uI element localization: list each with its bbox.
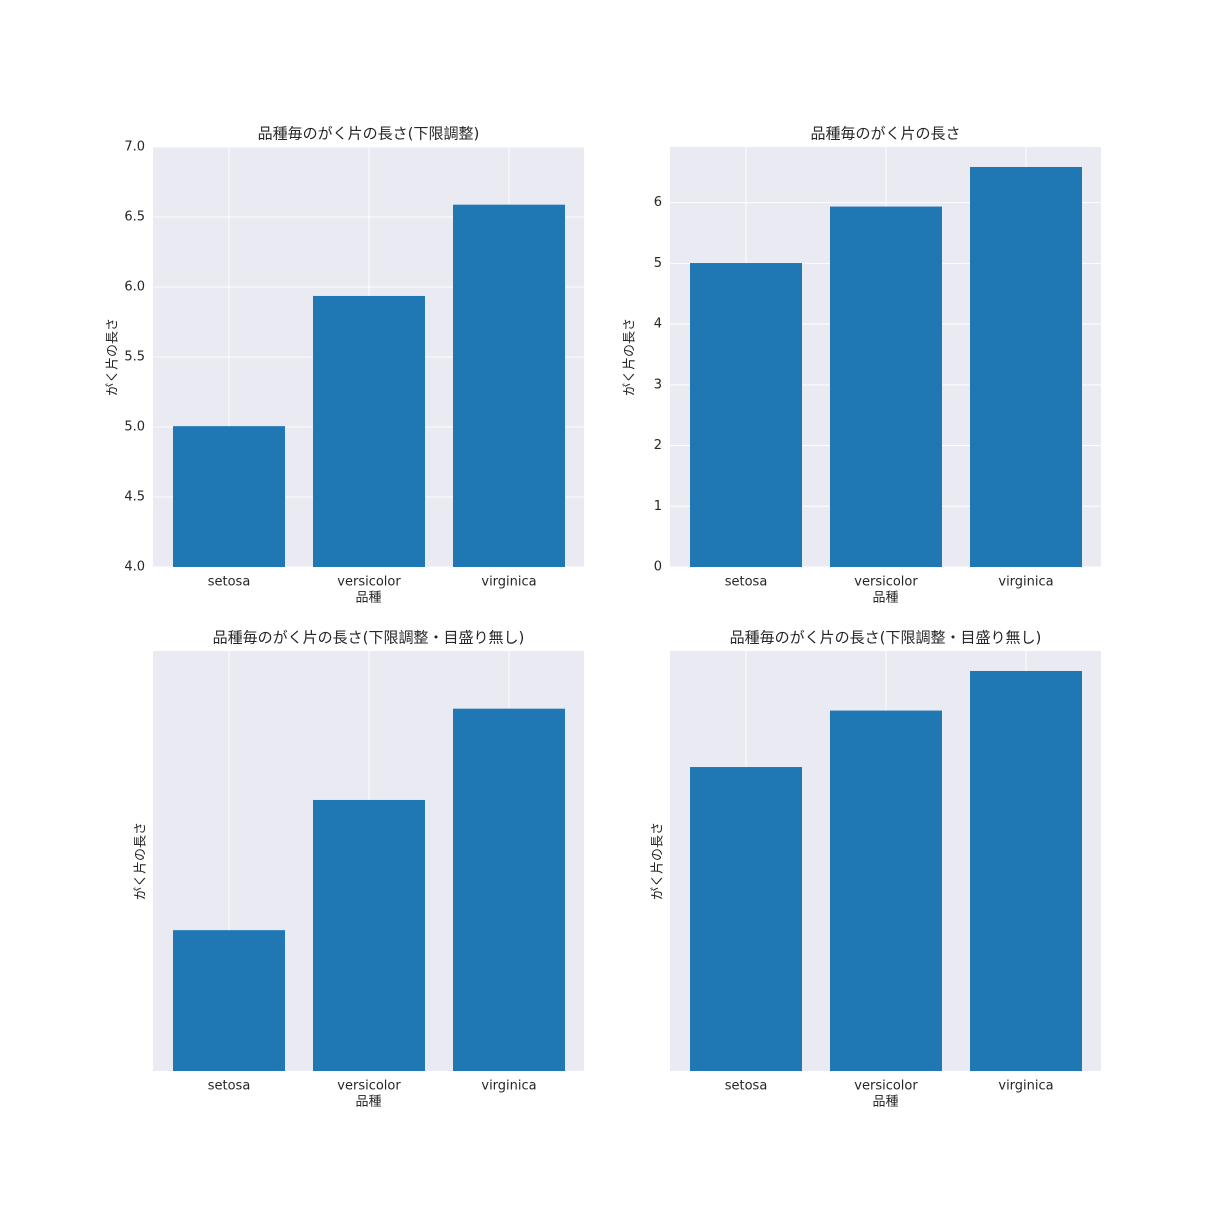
x-tick-label: versicolor	[337, 575, 401, 590]
x-tick-label: virginica	[481, 575, 536, 590]
x-axis-label: 品種	[872, 1094, 898, 1110]
x-tick-label: setosa	[725, 1079, 768, 1094]
x-tick-label: setosa	[208, 1079, 251, 1094]
x-tick-label: versicolor	[337, 1079, 401, 1094]
x-tick-label: versicolor	[854, 575, 918, 590]
subplot-title: 品種毎のがく片の長さ(下限調整・目盛り無し)	[730, 629, 1042, 647]
bar	[970, 670, 1082, 1071]
y-axis-label: がく片の長さ	[651, 822, 666, 900]
x-axis-label: 品種	[355, 590, 381, 606]
bar	[453, 204, 565, 567]
y-tick-label: 4	[654, 317, 662, 332]
subplot-title: 品種毎のがく片の長さ	[810, 125, 960, 143]
subplot: 品種毎のがく片の長さ(下限調整・目盛り無し) 品種 がく片の長さ setosa vers…	[134, 629, 584, 1110]
x-axis-label: 品種	[872, 590, 898, 606]
y-tick-label: 7.0	[124, 140, 145, 155]
bar	[690, 263, 802, 567]
y-tick-label: 3	[654, 377, 662, 392]
x-tick-label: virginica	[481, 1079, 536, 1094]
x-axis-label: 品種	[355, 1094, 381, 1110]
y-axis-label: がく片の長さ	[623, 318, 638, 396]
bar	[970, 166, 1082, 567]
bar	[830, 710, 942, 1071]
y-tick-label: 4.5	[124, 490, 145, 505]
y-tick-label: 1	[654, 499, 662, 514]
y-tick-label: 6	[654, 195, 662, 210]
y-tick-label: 6.0	[124, 280, 145, 295]
y-axis-label: がく片の長さ	[106, 318, 121, 396]
y-tick-label: 4.0	[124, 560, 145, 575]
bar	[830, 206, 942, 567]
subplot-title: 品種毎のがく片の長さ(下限調整・目盛り無し)	[213, 629, 525, 647]
y-tick-label: 5.5	[124, 350, 145, 365]
y-tick-label: 6.5	[124, 210, 145, 225]
bar	[313, 799, 425, 1071]
bar	[453, 708, 565, 1071]
x-tick-label: virginica	[998, 575, 1053, 590]
subplot-title: 品種毎のがく片の長さ(下限調整)	[258, 125, 480, 143]
x-tick-label: setosa	[208, 575, 251, 590]
y-tick-label: 5.0	[124, 420, 145, 435]
y-tick-label: 0	[654, 560, 662, 575]
bar	[173, 426, 285, 567]
x-tick-label: versicolor	[854, 1079, 918, 1094]
x-tick-label: setosa	[725, 575, 768, 590]
bar	[690, 767, 802, 1071]
y-tick-label: 5	[654, 256, 662, 271]
subplot: 品種毎のがく片の長さ(下限調整・目盛り無し) 品種 がく片の長さ setosa vers…	[651, 629, 1101, 1110]
y-axis-label: がく片の長さ	[134, 822, 149, 900]
bar	[313, 295, 425, 567]
y-tick-label: 2	[654, 438, 662, 453]
bar	[173, 930, 285, 1071]
x-tick-label: virginica	[998, 1079, 1053, 1094]
subplot: 品種毎のがく片の長さ(下限調整) 品種 がく片の長さ 4.0 4.5 5.0 5.5 6.0 6…	[106, 125, 584, 606]
